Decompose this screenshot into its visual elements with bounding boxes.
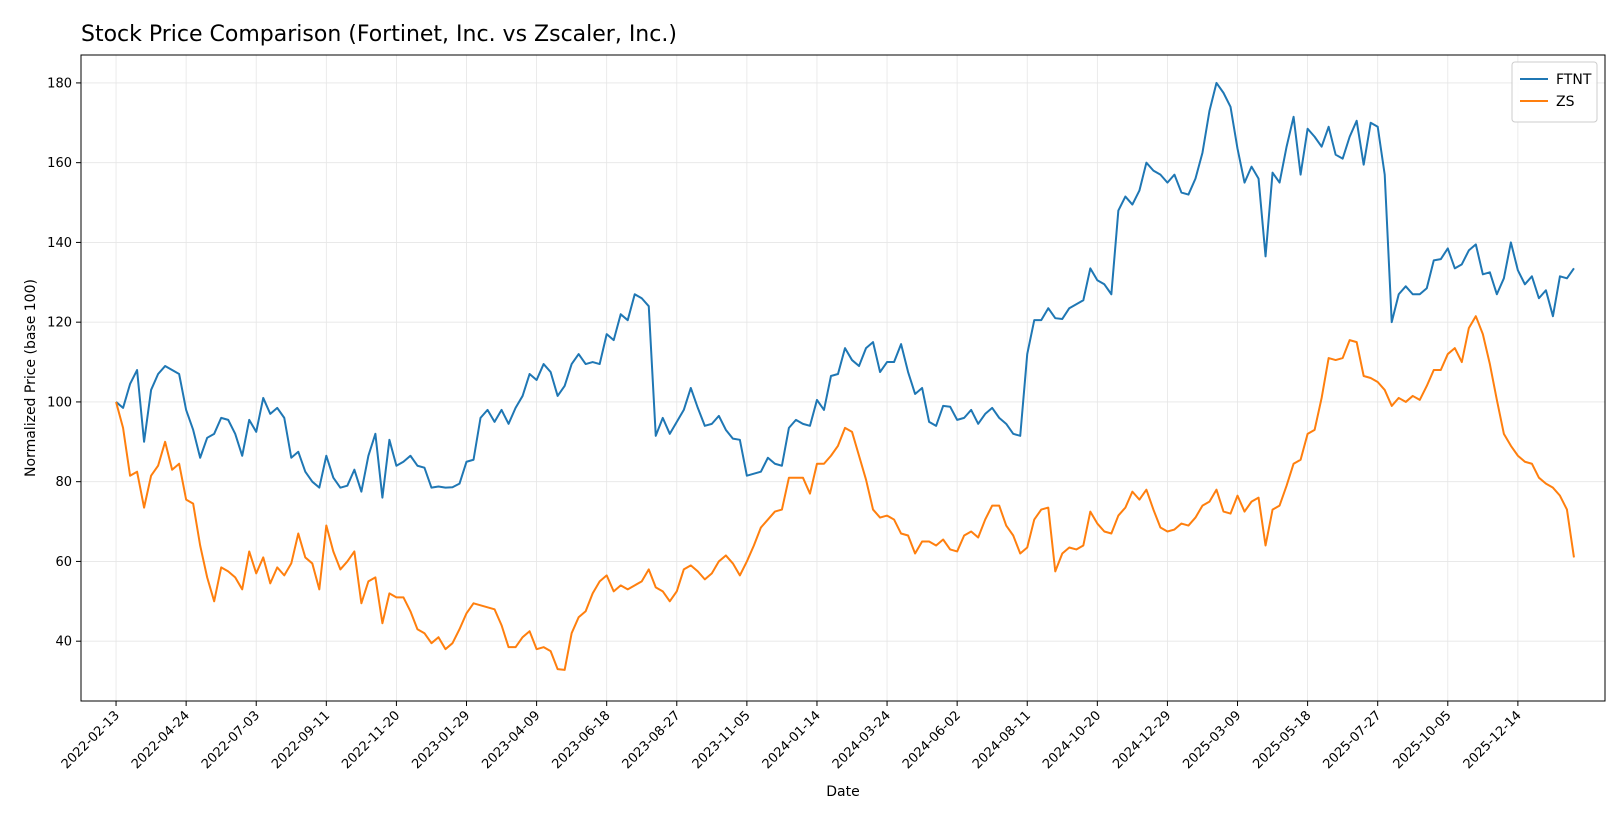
legend: FTNT ZS (1511, 61, 1598, 123)
x-tick-label: 2024-08-11 (970, 708, 1034, 772)
x-tick-label: 2022-07-03 (199, 708, 263, 772)
chart-title: Stock Price Comparison (Fortinet, Inc. v… (81, 22, 677, 47)
y-tick-label: 160 (47, 156, 72, 171)
y-axis-label: Normalized Price (base 100) (23, 279, 39, 477)
x-tick-label: 2025-07-27 (1320, 708, 1384, 772)
x-tick-label: 2023-08-27 (620, 708, 684, 772)
x-axis-label: Date (826, 784, 859, 800)
grid-lines (81, 55, 1605, 701)
x-tick-label: 2022-11-20 (339, 708, 403, 772)
x-tick-label: 2024-06-02 (900, 708, 964, 772)
y-tick-label: 180 (47, 76, 72, 91)
x-tick-label: 2025-12-14 (1461, 708, 1525, 772)
x-tick-label: 2022-09-11 (269, 708, 333, 772)
series-line-ftnt (115, 81, 1575, 499)
series-line-zs (115, 315, 1575, 671)
y-tick-label: 120 (47, 316, 72, 331)
x-tick-label: 2025-03-09 (1180, 708, 1244, 772)
y-tick-label: 100 (47, 395, 72, 410)
legend-label-ftnt: FTNT (1556, 72, 1592, 88)
x-tick-label: 2022-04-24 (129, 708, 193, 772)
x-tick-label: 2025-05-18 (1250, 708, 1314, 772)
x-tick-label: 2024-10-20 (1040, 708, 1104, 772)
x-tick-label: 2023-01-29 (409, 708, 473, 772)
x-tick-label: 2024-12-29 (1110, 708, 1174, 772)
y-tick-label: 60 (55, 555, 72, 570)
x-tick-label: 2024-03-24 (830, 708, 894, 772)
legend-label-zs: ZS (1556, 94, 1575, 110)
plot-frame (80, 54, 1606, 702)
x-tick-label: 2025-10-05 (1391, 708, 1455, 772)
x-tick-label: 2023-11-05 (690, 708, 754, 772)
series-lines (115, 81, 1575, 671)
x-tick-label: 2024-01-14 (760, 708, 824, 772)
x-tick-label: 2023-04-09 (479, 708, 543, 772)
x-axis: 2022-02-13 2022-04-24 2022-07-03 2022-09-11… (59, 701, 1525, 772)
y-axis: 40 60 80 100 120 140 160 180 (47, 76, 81, 650)
x-tick-label: 2022-02-13 (59, 708, 123, 772)
x-tick-label: 2023-06-18 (549, 708, 613, 772)
y-tick-label: 140 (47, 236, 72, 251)
legend-box (1511, 61, 1598, 123)
y-tick-label: 40 (55, 635, 72, 650)
y-tick-label: 80 (55, 475, 72, 490)
